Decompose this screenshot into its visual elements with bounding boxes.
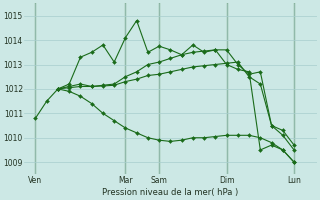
X-axis label: Pression niveau de la mer( hPa ): Pression niveau de la mer( hPa ) <box>102 188 238 197</box>
